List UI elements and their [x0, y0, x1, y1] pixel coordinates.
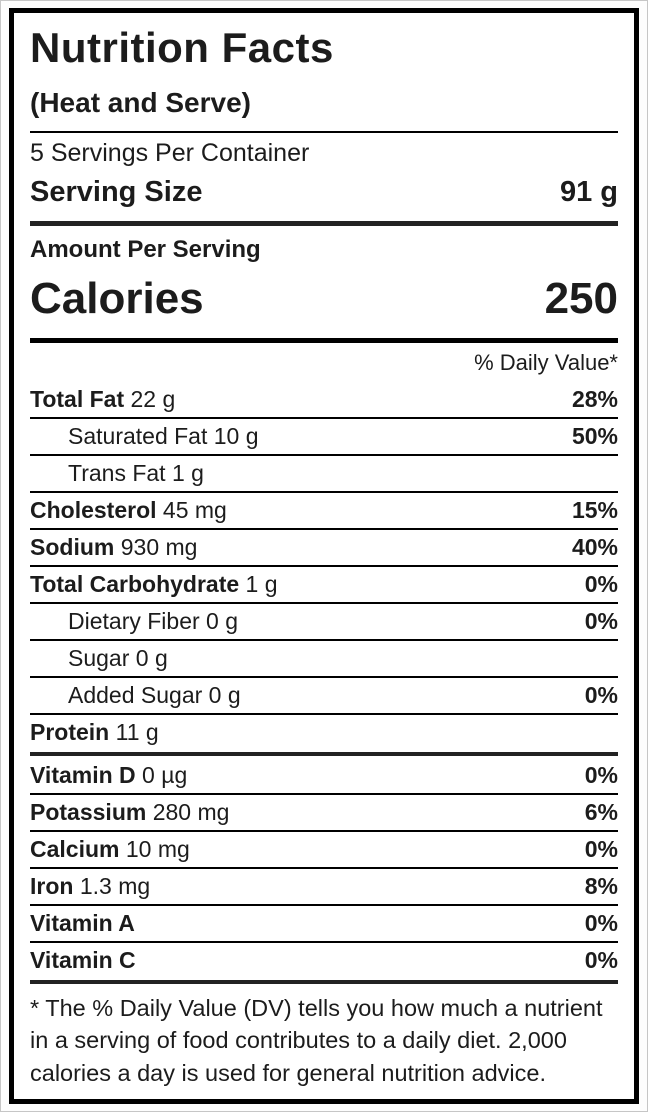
- nutrient-name: Trans Fat 1 g: [68, 459, 204, 486]
- calories-value: 250: [544, 273, 618, 323]
- nutrient-daily-value: 6%: [584, 799, 618, 826]
- daily-value-footnote: * The % Daily Value (DV) tells you how m…: [30, 994, 603, 1086]
- servings-per-container: 5 Servings Per Container: [30, 139, 310, 168]
- table-row: Added Sugar 0 g 0%: [30, 675, 618, 713]
- nutrient-daily-value: 40%: [571, 533, 618, 560]
- thick-divider-bar: [30, 751, 618, 757]
- nutrient-table: Total Fat 22 g 28% Saturated Fat 10 g 50…: [30, 382, 618, 750]
- nutrient-daily-value: 8%: [584, 873, 618, 900]
- serving-size-label: Serving Size: [30, 176, 203, 209]
- table-row: Iron 1.3 mg 8%: [30, 867, 618, 904]
- serving-size-value: 91 g: [559, 176, 618, 209]
- table-row: Potassium 280 mg 6%: [30, 793, 618, 830]
- nutrient-daily-value: 0%: [584, 607, 618, 634]
- nutrient-name: Sugar 0 g: [68, 644, 168, 671]
- amount-per-serving-label: Amount Per Serving: [30, 235, 261, 263]
- nutrition-facts-panel: Nutrition Facts (Heat and Serve) 5 Servi…: [9, 8, 639, 1104]
- table-row: Vitamin A 0%: [30, 904, 618, 941]
- table-row: Vitamin D 0 µg 0%: [30, 758, 618, 793]
- table-row: Trans Fat 1 g: [30, 453, 618, 491]
- table-row: Calcium 10 mg 0%: [30, 830, 618, 867]
- calories-row: Calories 250: [30, 266, 618, 338]
- nutrient-name: Saturated Fat 10 g: [68, 422, 259, 449]
- nutrient-name: Protein 11 g: [30, 718, 159, 745]
- nutrient-name: Calcium 10 mg: [30, 836, 190, 863]
- nutrient-name: Dietary Fiber 0 g: [68, 607, 239, 634]
- nutrient-name: Vitamin C: [30, 947, 136, 974]
- table-row: Total Fat 22 g 28%: [30, 382, 618, 417]
- nutrient-daily-value: 0%: [584, 910, 618, 937]
- nutrient-daily-value: 0%: [584, 570, 618, 597]
- nutrient-daily-value: 0%: [584, 947, 618, 974]
- table-row: Sodium 930 mg 40%: [30, 527, 618, 565]
- nutrient-name: Vitamin D 0 µg: [30, 762, 188, 789]
- nutrient-daily-value: 50%: [571, 422, 618, 449]
- table-row: Protein 11 g: [30, 712, 618, 750]
- nutrient-name: Total Fat 22 g: [30, 385, 176, 412]
- table-row: Vitamin C 0%: [30, 941, 618, 978]
- nutrient-daily-value: 0%: [584, 681, 618, 708]
- nutrient-daily-value: 15%: [571, 496, 618, 523]
- divider: [30, 131, 618, 134]
- nutrient-name: Iron 1.3 mg: [30, 873, 151, 900]
- vitamin-table: Vitamin D 0 µg 0% Potassium 280 mg 6% Ca…: [30, 758, 618, 978]
- nutrient-name: Vitamin A: [30, 910, 135, 937]
- nutrient-name: Potassium 280 mg: [30, 799, 230, 826]
- medium-divider: [30, 337, 618, 343]
- label-subtitle: (Heat and Serve): [30, 87, 251, 119]
- nutrient-name: Sodium 930 mg: [30, 533, 198, 560]
- serving-size-row: Serving Size 91 g: [30, 172, 618, 219]
- table-row: Total Carbohydrate 1 g 0%: [30, 564, 618, 602]
- table-row: Dietary Fiber 0 g 0%: [30, 601, 618, 639]
- thick-divider-bar: [30, 980, 618, 984]
- label-title: Nutrition Facts: [30, 24, 334, 71]
- table-row: Cholesterol 45 mg 15%: [30, 490, 618, 528]
- daily-value-header: % Daily Value*: [474, 349, 618, 375]
- calories-label: Calories: [30, 273, 204, 323]
- nutrient-name: Added Sugar 0 g: [68, 681, 241, 708]
- nutrient-daily-value: 0%: [584, 762, 618, 789]
- table-row: Saturated Fat 10 g 50%: [30, 416, 618, 454]
- thick-divider-bar: [30, 221, 618, 226]
- nutrient-daily-value: 28%: [571, 385, 618, 412]
- table-row: Sugar 0 g: [30, 638, 618, 676]
- nutrient-name: Total Carbohydrate 1 g: [30, 570, 278, 597]
- nutrient-daily-value: 0%: [584, 836, 618, 863]
- nutrient-name: Cholesterol 45 mg: [30, 496, 227, 523]
